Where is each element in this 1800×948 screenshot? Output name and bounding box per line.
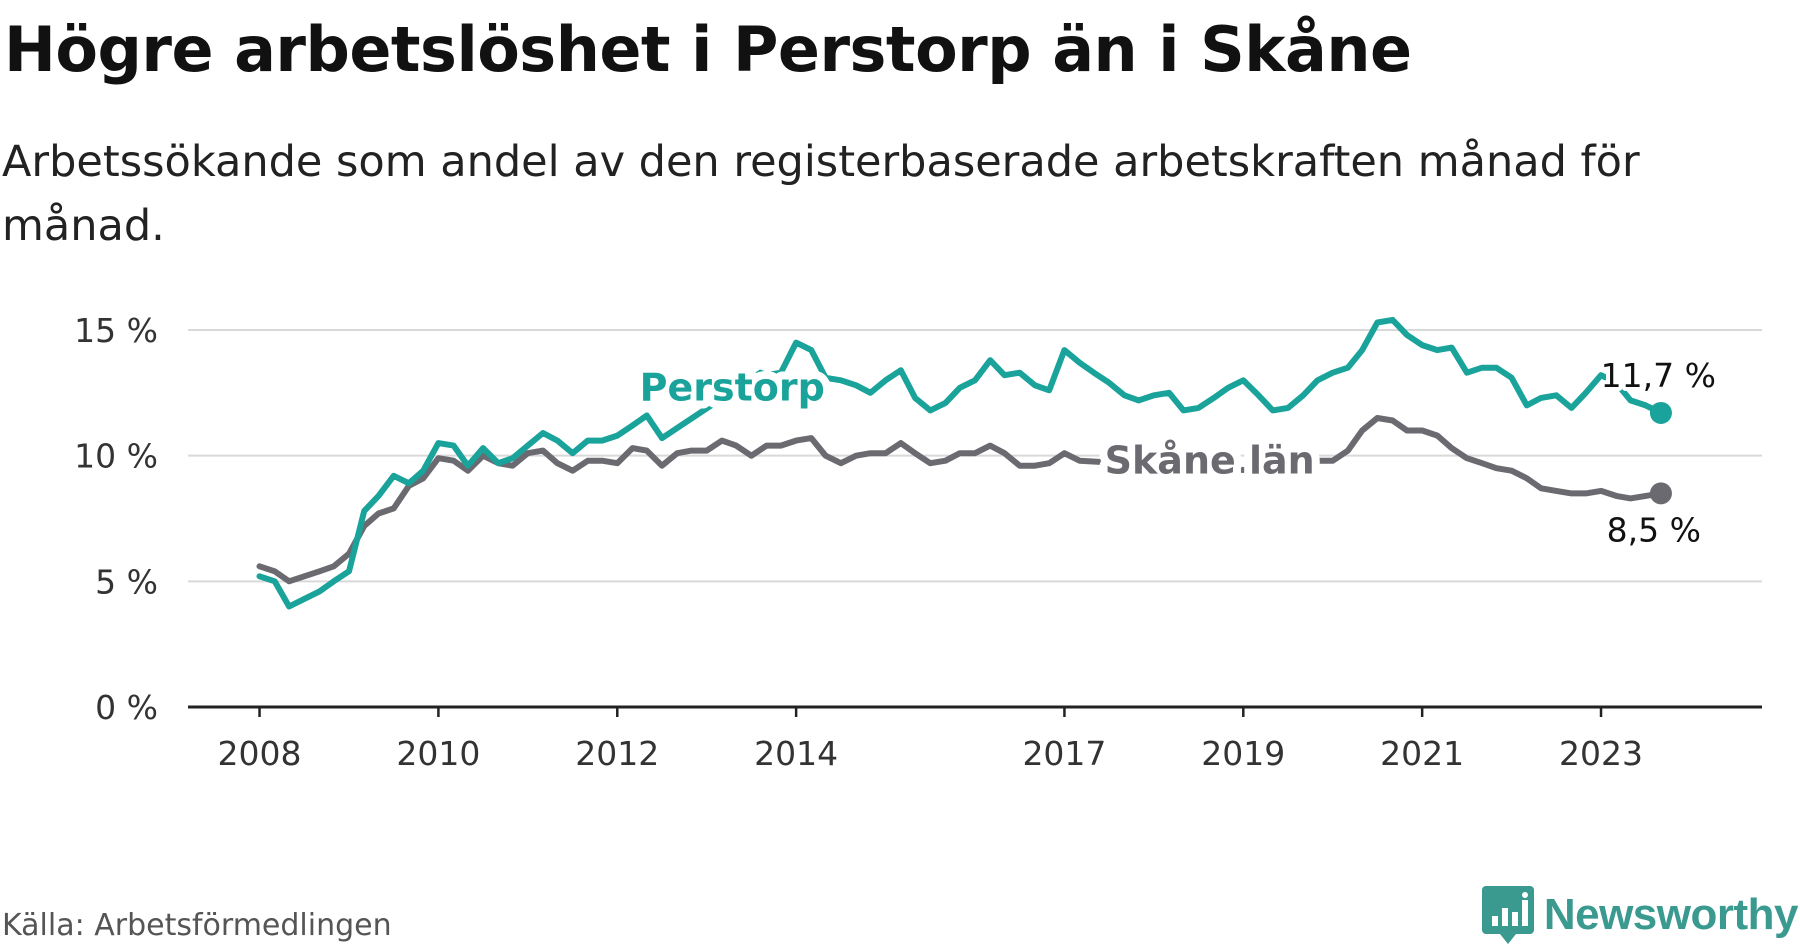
x-tick-label: 2017 [1022,734,1106,773]
y-tick-label: 15 % [74,311,158,350]
brand-logo: Newsworthy [1481,886,1799,944]
series-label-perstorp: Perstorp [640,365,825,409]
x-tick-label: 2012 [575,734,659,773]
series-layer [256,316,1664,610]
end-marker-perstorp [1649,401,1672,424]
end-label-skane: 8,5 % [1607,510,1701,549]
bar-chart-icon [1481,886,1534,944]
x-tick-label: 2023 [1559,734,1643,773]
x-tick-label: 2008 [218,734,302,773]
series-line-skane [256,415,1664,585]
source-note: Källa: Arbetsförmedlingen [2,908,392,943]
brand-name: Newsworthy [1543,890,1799,939]
x-tick-label: 2019 [1201,734,1285,773]
axis-layer: 0 % 5 % 10 % 15 % 2008 2010 2012 2014 2017 2019 20… [74,311,1762,773]
end-marker-skane [1649,482,1672,505]
end-label-perstorp: 11,7 % [1601,356,1716,395]
x-tick-label: 2010 [396,734,480,773]
label-layer: Perstorp Skåne län 11,7 % 8,5 % [632,352,1720,553]
x-tick-label: 2014 [754,734,838,773]
y-tick-label: 5 % [95,562,158,601]
y-tick-label: 10 % [74,437,158,476]
series-line-perstorp [256,316,1664,610]
y-tick-label: 0 % [95,688,158,727]
chart-title: Högre arbetslöshet i Perstorp än i Skåne [4,13,1412,86]
series-label-skane: Skåne län [1105,438,1315,482]
x-tick-label: 2021 [1380,734,1464,773]
chart-subtitle: Arbetssökande som andel av den registerb… [2,137,1640,251]
